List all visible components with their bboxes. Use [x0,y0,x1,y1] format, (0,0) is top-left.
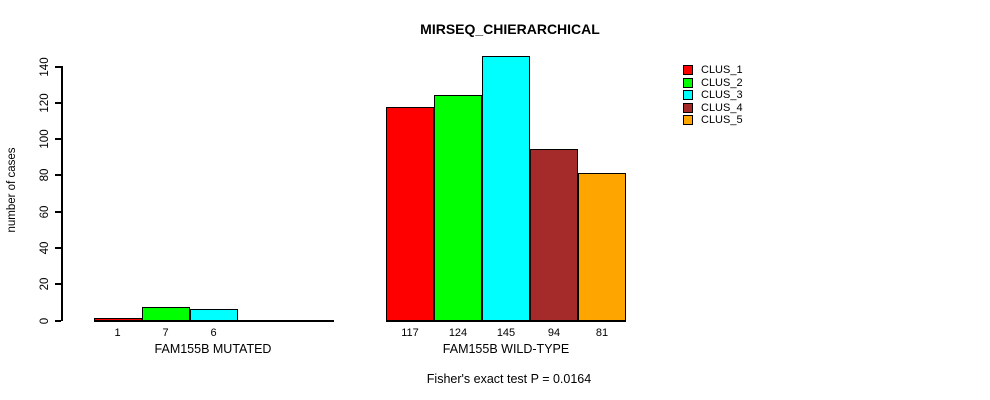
bar-clus_2 [141,306,190,322]
y-axis-line [61,66,63,321]
legend-swatch-clus_4 [683,102,693,113]
bar-clus_5 [578,172,626,322]
bar-clus_4 [530,148,578,322]
bar-value-label: 124 [448,327,468,339]
legend-swatch-clus_5 [683,115,693,126]
bar-clus_1 [93,317,142,322]
y-tick [55,101,61,104]
y-tick [55,246,61,249]
legend-item-clus_3: CLUS_3 [683,89,743,101]
y-tick-label: 140 [39,56,51,77]
bar-value-label: 6 [210,327,217,339]
bar-value-label: 117 [401,327,419,339]
legend-label: CLUS_5 [701,114,743,127]
y-tick-label: 120 [39,93,51,113]
legend-label: CLUS_3 [701,89,743,102]
legend-swatch-clus_3 [683,90,693,101]
group-label-mutated: FAM155B MUTATED [154,342,272,356]
legend-item-clus_1: CLUS_1 [683,64,743,76]
y-tick [55,138,61,141]
y-tick-label: 80 [39,168,51,182]
legend-item-clus_4: CLUS_4 [683,102,743,114]
legend-item-clus_5: CLUS_5 [683,114,743,126]
bar-value-label: 1 [114,327,121,339]
y-tick-label: 60 [39,205,51,219]
y-tick-label: 40 [39,241,51,255]
bar-clus_3 [482,56,530,322]
bar-value-label: 81 [595,327,609,339]
legend-label: CLUS_4 [701,101,743,114]
chart-title: MIRSEQ_CHIERARCHICAL [420,21,600,37]
legend-label: CLUS_2 [701,76,743,89]
y-tick-label: 20 [39,277,51,291]
legend-swatch-clus_1 [683,65,693,75]
bar-clus_3 [189,308,238,322]
y-tick [55,65,61,68]
y-tick [55,174,61,177]
y-tick [55,210,61,213]
legend-swatch-clus_2 [683,77,693,88]
y-axis-label: number of cases [6,147,18,233]
y-tick [55,319,61,322]
y-tick-label: 0 [39,317,51,324]
bar-value-label: 145 [496,327,516,339]
bar-value-label: 94 [547,327,561,339]
y-tick-label: 100 [39,129,51,149]
group-label-wildtype: FAM155B WILD-TYPE [442,342,570,356]
annotation-text: Fisher's exact test P = 0.0164 [426,372,592,386]
legend-label: CLUS_1 [701,64,743,76]
bar-clus_2 [434,94,482,322]
bar-value-label: 7 [162,327,169,339]
legend-item-clus_2: CLUS_2 [683,77,743,89]
bar-clus_1 [386,107,434,322]
y-tick [55,283,61,286]
